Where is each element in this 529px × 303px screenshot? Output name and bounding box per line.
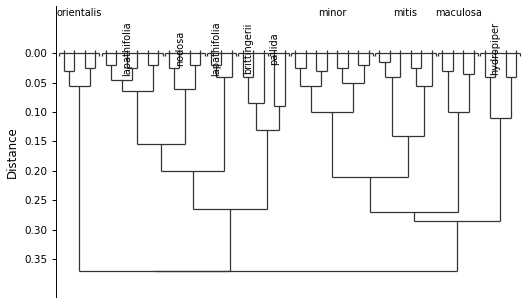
Text: maculosa: maculosa [435,8,481,18]
Text: hydropiper: hydropiper [490,22,500,75]
Text: minor: minor [318,8,346,18]
Text: pallida: pallida [269,32,279,65]
Text: orientalis: orientalis [57,8,102,18]
Text: mitis: mitis [394,8,417,18]
Text: lapathifolia: lapathifolia [122,21,132,76]
Text: nodosa: nodosa [175,31,185,66]
Text: lapathifolia: lapathifolia [212,21,222,76]
Y-axis label: Distance: Distance [6,126,19,178]
Text: brittingerii: brittingerii [243,23,253,74]
